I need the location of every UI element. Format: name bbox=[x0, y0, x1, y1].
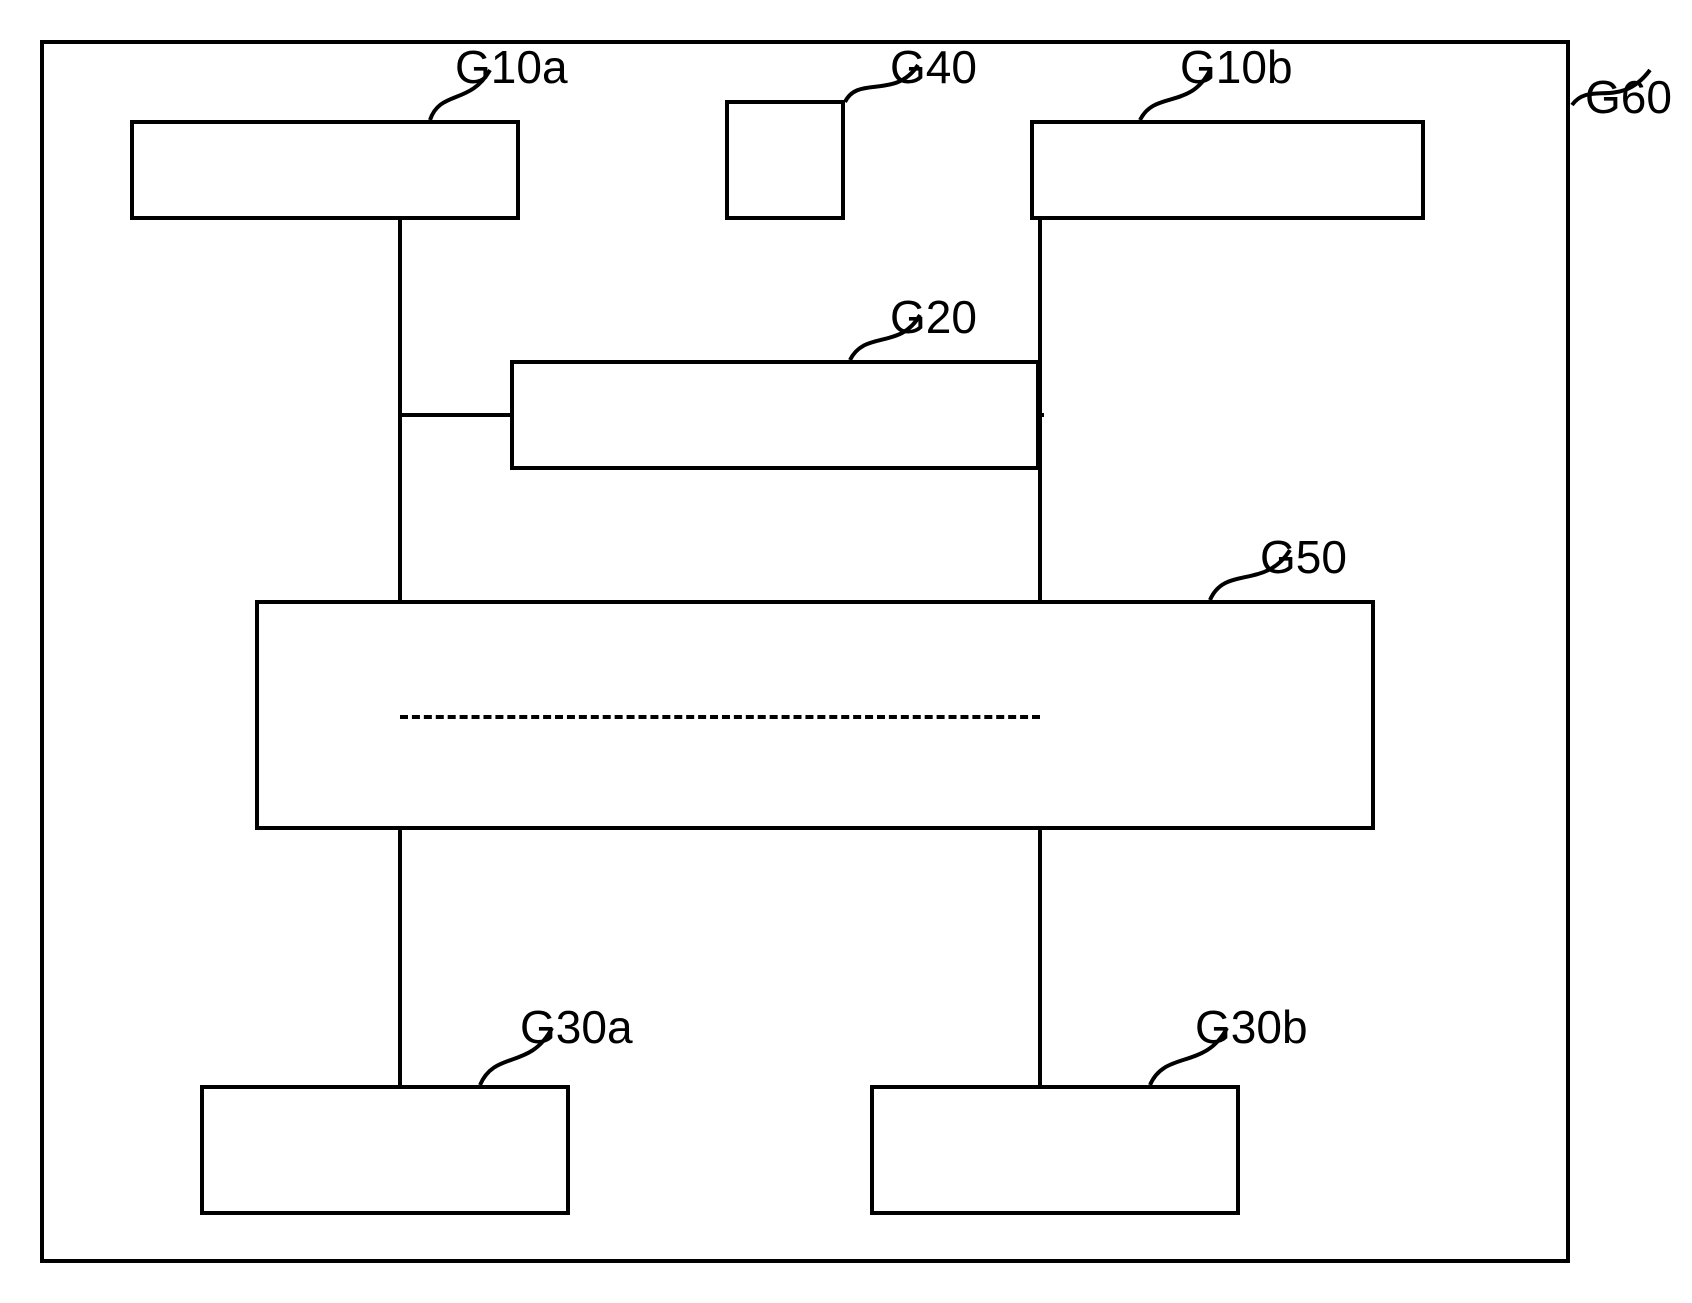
stub-right-g20 bbox=[1040, 413, 1044, 417]
label-g30a: G30a bbox=[520, 1000, 633, 1054]
connector-left-bus-bottom bbox=[398, 830, 402, 1085]
label-g20: G20 bbox=[890, 290, 977, 344]
stub-left-g20 bbox=[400, 413, 510, 417]
box-g40 bbox=[725, 100, 845, 220]
diagram-canvas: G10a G40 G10b G60 G20 G50 G30a G30b bbox=[0, 0, 1692, 1303]
box-g10b bbox=[1030, 120, 1425, 220]
connector-right-bus-bottom bbox=[1038, 830, 1042, 1085]
label-g10b: G10b bbox=[1180, 40, 1293, 94]
box-g30b bbox=[870, 1085, 1240, 1215]
box-g10a bbox=[130, 120, 520, 220]
label-g40: G40 bbox=[890, 40, 977, 94]
connector-left-bus-top bbox=[398, 220, 402, 600]
box-g30a bbox=[200, 1085, 570, 1215]
label-g50: G50 bbox=[1260, 530, 1347, 584]
dashed-inside-g50 bbox=[400, 715, 1040, 719]
label-g10a: G10a bbox=[455, 40, 568, 94]
label-g60: G60 bbox=[1585, 70, 1672, 124]
box-g20 bbox=[510, 360, 1040, 470]
label-g30b: G30b bbox=[1195, 1000, 1308, 1054]
